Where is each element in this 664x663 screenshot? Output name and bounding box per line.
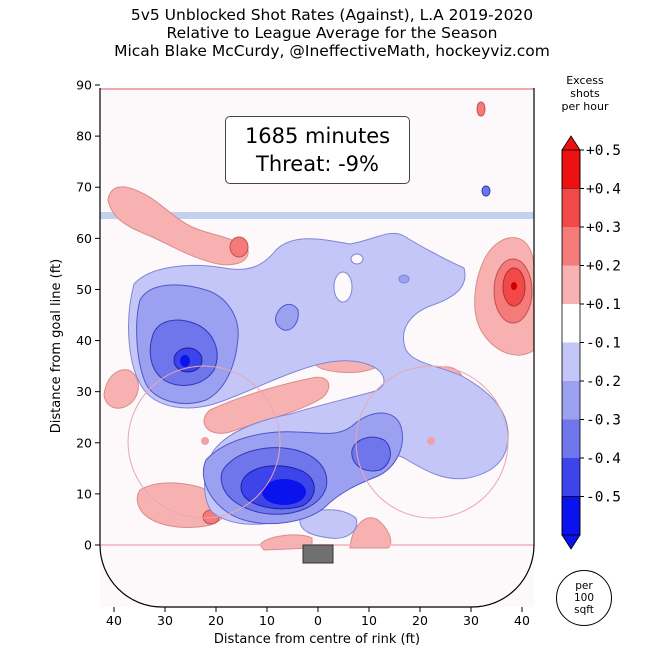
y-tick-label: 0 bbox=[84, 538, 92, 553]
faceoff-dot-right bbox=[427, 437, 435, 445]
colorbar-swatch bbox=[562, 458, 580, 497]
colorbar-tick-label: -0.4 bbox=[586, 451, 621, 467]
chart-title-line-3: Micah Blake McCurdy, @IneffectiveMath, h… bbox=[114, 42, 550, 60]
x-tick-label: 10 bbox=[361, 613, 377, 628]
colorbar-tick-label: +0.2 bbox=[586, 259, 621, 275]
threat-label: Threat: -9% bbox=[256, 152, 379, 176]
unit-badge: per 100 sqft bbox=[556, 570, 612, 626]
colorbar-tick-label: -0.5 bbox=[586, 490, 621, 506]
colorbar-tick-label: -0.1 bbox=[586, 336, 621, 352]
colorbar-tick-label: -0.3 bbox=[586, 413, 621, 429]
region-left-wall-spot bbox=[229, 236, 249, 258]
colorbar-swatch bbox=[562, 188, 580, 227]
rink-boards bbox=[99, 88, 535, 608]
threat-annotation: 1685 minutes Threat: -9% bbox=[225, 116, 410, 184]
x-tick-label: 20 bbox=[412, 613, 428, 628]
colorbar-tick-label: +0.5 bbox=[586, 143, 621, 159]
y-tick-label: 70 bbox=[76, 180, 92, 195]
faceoff-circle-right bbox=[355, 365, 509, 519]
top-boards-line bbox=[100, 88, 534, 90]
colorbar-swatch bbox=[562, 381, 580, 420]
colorbar-swatch bbox=[561, 496, 581, 550]
colorbar-title-line-3: per hour bbox=[561, 100, 609, 113]
colorbar-swatch bbox=[562, 227, 580, 266]
x-tick-label: 20 bbox=[208, 613, 224, 628]
hole-spot-3 bbox=[398, 274, 410, 284]
colorbar-tick-label: +0.4 bbox=[586, 182, 621, 198]
x-tick-label: 30 bbox=[463, 613, 479, 628]
heatmap-layer bbox=[100, 88, 534, 551]
x-tick-label: 40 bbox=[514, 613, 530, 628]
axes: 40 30 20 10 0 10 20 30 40 0 10 20 30 40 50 60 70 80 90 Dist… bbox=[49, 78, 530, 648]
region-mid-deficit-2 bbox=[275, 303, 299, 331]
colorbar-tick-label: +0.3 bbox=[586, 220, 621, 236]
x-axis-label: Distance from centre of rink (ft) bbox=[214, 632, 420, 647]
unit-badge-line-1: per bbox=[575, 580, 593, 592]
goal-net bbox=[302, 544, 334, 564]
y-tick-label: 50 bbox=[76, 282, 92, 297]
colorbar-swatch bbox=[562, 342, 580, 381]
x-tick-label: 10 bbox=[259, 613, 275, 628]
y-tick-label: 20 bbox=[76, 435, 92, 450]
region-net-front-deficit bbox=[299, 509, 358, 539]
unit-badge-line-2: 100 bbox=[573, 592, 595, 604]
region-top-right-spot bbox=[476, 101, 486, 117]
y-tick-label: 60 bbox=[76, 231, 92, 246]
chart-title-line-1: 5v5 Unblocked Shot Rates (Against), L.A … bbox=[130, 6, 534, 24]
colorbar-swatch bbox=[561, 135, 581, 189]
colorbar-tick-label: +0.1 bbox=[586, 297, 621, 313]
region-left-board-excess bbox=[103, 369, 139, 409]
y-tick-label: 10 bbox=[76, 486, 92, 501]
colorbar: +0.5 +0.4 +0.3 +0.2 +0.1 -0.1 -0.2 -0.3 -0.4 -0.5 bbox=[561, 135, 621, 550]
colorbar-swatch bbox=[562, 265, 580, 304]
minutes-label: 1685 minutes bbox=[244, 124, 391, 148]
colorbar-swatch bbox=[562, 419, 580, 458]
region-right-point-peak bbox=[511, 282, 517, 290]
region-left-point-deficit-peak bbox=[180, 355, 190, 367]
x-tick-label: 0 bbox=[314, 613, 322, 628]
chart-title-line-2: Relative to League Average for the Seaso… bbox=[166, 24, 498, 42]
y-tick-label: 30 bbox=[76, 384, 92, 399]
faceoff-circle-left bbox=[127, 365, 281, 519]
y-axis-label: Distance from goal line (ft) bbox=[49, 259, 64, 433]
y-tick-label: 80 bbox=[76, 129, 92, 144]
y-tick-label: 90 bbox=[76, 78, 92, 93]
region-right-circle-deficit-3 bbox=[351, 436, 391, 472]
y-tick-label: 40 bbox=[76, 333, 92, 348]
faceoff-dot-left bbox=[201, 437, 209, 445]
x-tick-label: 30 bbox=[157, 613, 173, 628]
x-tick-label: 40 bbox=[106, 613, 122, 628]
unit-badge-line-3: sqft bbox=[574, 604, 594, 616]
colorbar-title-line-2: shots bbox=[570, 87, 600, 100]
region-high-slot-excess bbox=[203, 376, 330, 434]
region-top-right-deficit-spot bbox=[481, 185, 491, 197]
blue-line bbox=[100, 212, 534, 219]
colorbar-swatch bbox=[562, 304, 580, 343]
colorbar-title: Excess shots per hour bbox=[556, 74, 614, 113]
colorbar-title-line-1: Excess bbox=[566, 74, 604, 87]
region-slot-deficit-peak bbox=[262, 479, 306, 505]
colorbar-tick-label: -0.2 bbox=[586, 374, 621, 390]
hole-spot-2 bbox=[350, 253, 364, 265]
hole-spot-1 bbox=[333, 271, 353, 303]
